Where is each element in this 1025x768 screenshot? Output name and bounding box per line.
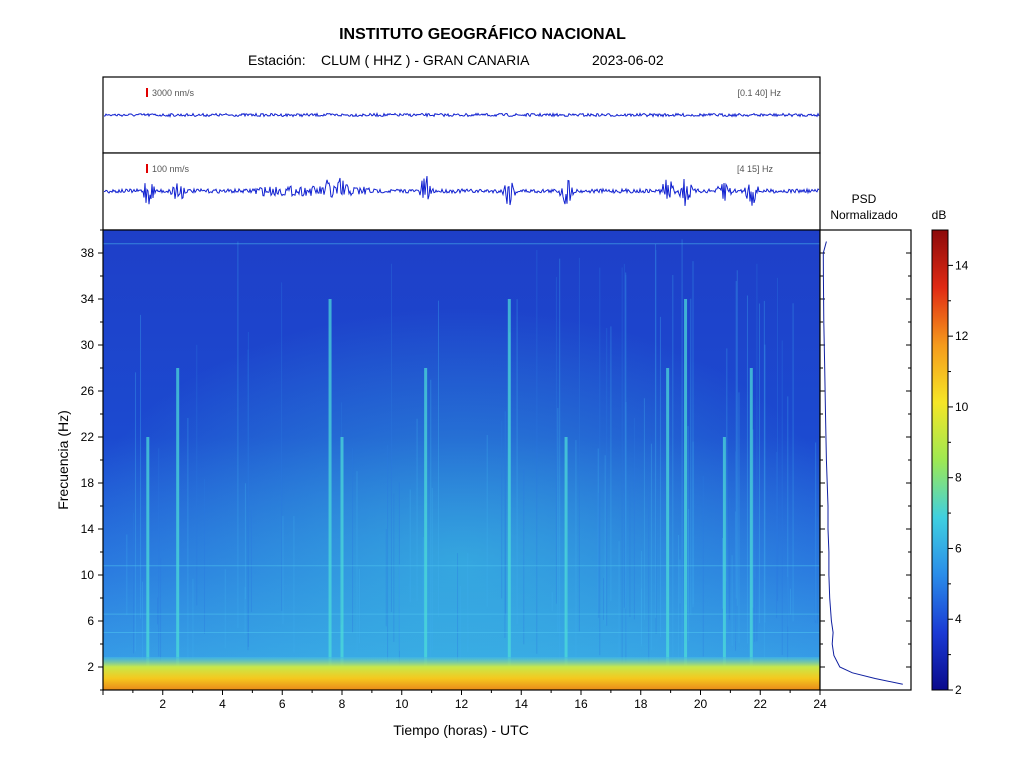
spectrogram-events xyxy=(146,299,753,690)
y-tick-label: 18 xyxy=(81,476,95,490)
x-tick-label: 16 xyxy=(574,697,588,711)
psd-frame xyxy=(819,229,912,691)
x-tick-label: 6 xyxy=(279,697,286,711)
colorbar-tick-label: 4 xyxy=(955,612,962,626)
seismic-event-streak xyxy=(564,437,568,690)
y-tick-label: 2 xyxy=(87,660,94,674)
trace-scale-label: 100 nm/s xyxy=(152,164,190,174)
psd-panel: PSD Normalizado xyxy=(819,192,912,691)
psd-curve xyxy=(822,241,903,685)
scale-bar-icon xyxy=(146,164,148,173)
trace-band-label: [4 15] Hz xyxy=(737,164,774,174)
seismic-event-streak xyxy=(749,368,753,690)
x-tick-label: 22 xyxy=(754,697,768,711)
colorbar-tick-label: 14 xyxy=(955,258,969,272)
seismic-event-streak xyxy=(176,368,180,690)
seismic-event-streak xyxy=(722,437,726,690)
seismic-event-streak xyxy=(666,368,670,690)
seismic-event-streak xyxy=(328,299,332,690)
colorbar-scale xyxy=(931,229,949,691)
y-tick-label: 38 xyxy=(81,246,95,260)
y-tick-label: 10 xyxy=(81,568,95,582)
spectrogram-glow xyxy=(103,230,820,690)
spectrogram: 2 4 6 8 10 12 14 16 18 20 22 24 261014182226303438 … xyxy=(55,229,827,738)
y-tick-label: 34 xyxy=(81,292,95,306)
x-tick-label: 8 xyxy=(339,697,346,711)
colorbar-tick-label: 12 xyxy=(955,329,969,343)
x-tick-label: 2 xyxy=(159,697,166,711)
trace-panel-broadband: 3000 nm/s [0.1 40] Hz xyxy=(102,76,821,154)
trace-panel-filtered: 100 nm/s [4 15] Hz xyxy=(102,152,821,231)
trace-waveform xyxy=(103,176,820,206)
y-tick-label: 26 xyxy=(81,384,95,398)
spectrogram-texture xyxy=(102,239,820,667)
x-tick-label: 10 xyxy=(395,697,409,711)
colorbar-ticks: 2 4 6 8 10 12 14 xyxy=(948,258,969,697)
seismic-event-streak xyxy=(684,299,688,690)
x-tick-label: 12 xyxy=(455,697,469,711)
seismic-event-streak xyxy=(146,437,150,690)
y-tick-label: 30 xyxy=(81,338,95,352)
station-label: Estación: xyxy=(248,52,306,68)
colorbar-unit: dB xyxy=(932,208,947,222)
x-axis: 2 4 6 8 10 12 14 16 18 20 22 24 xyxy=(102,690,827,711)
scale-bar-icon xyxy=(146,88,148,97)
seismic-event-streak xyxy=(507,299,511,690)
trace-band-label: [0.1 40] Hz xyxy=(737,88,781,98)
x-tick-label: 18 xyxy=(634,697,648,711)
trace-waveform xyxy=(103,111,820,118)
station-name: CLUM ( HHZ ) - GRAN CANARIA xyxy=(321,52,530,68)
colorbar-tick-label: 6 xyxy=(955,541,962,555)
colorbar-tick-label: 2 xyxy=(955,683,962,697)
y-axis-label: Frecuencia (Hz) xyxy=(55,410,71,510)
seismic-event-streak xyxy=(424,368,428,690)
colorbar: dB 2 4 6 8 10 12 14 xyxy=(931,208,969,697)
x-tick-label: 20 xyxy=(694,697,708,711)
x-axis-label: Tiempo (horas) - UTC xyxy=(393,722,529,738)
date-label: 2023-06-02 xyxy=(592,52,664,68)
trace-scale-label: 3000 nm/s xyxy=(152,88,195,98)
x-tick-label: 24 xyxy=(813,697,827,711)
psd-subtitle: Normalizado xyxy=(830,208,898,222)
seismic-event-streak xyxy=(340,437,344,690)
psd-axis-ticks xyxy=(820,229,911,691)
y-tick-label: 6 xyxy=(87,614,94,628)
y-tick-label: 14 xyxy=(81,522,95,536)
psd-title: PSD xyxy=(852,192,877,206)
x-tick-label: 14 xyxy=(515,697,529,711)
low-frequency-band xyxy=(103,657,820,690)
y-tick-label: 22 xyxy=(81,430,95,444)
colorbar-tick-label: 10 xyxy=(955,400,969,414)
colorbar-tick-label: 8 xyxy=(955,471,962,485)
page-title: INSTITUTO GEOGRÁFICO NACIONAL xyxy=(339,26,626,43)
x-tick-label: 4 xyxy=(219,697,226,711)
